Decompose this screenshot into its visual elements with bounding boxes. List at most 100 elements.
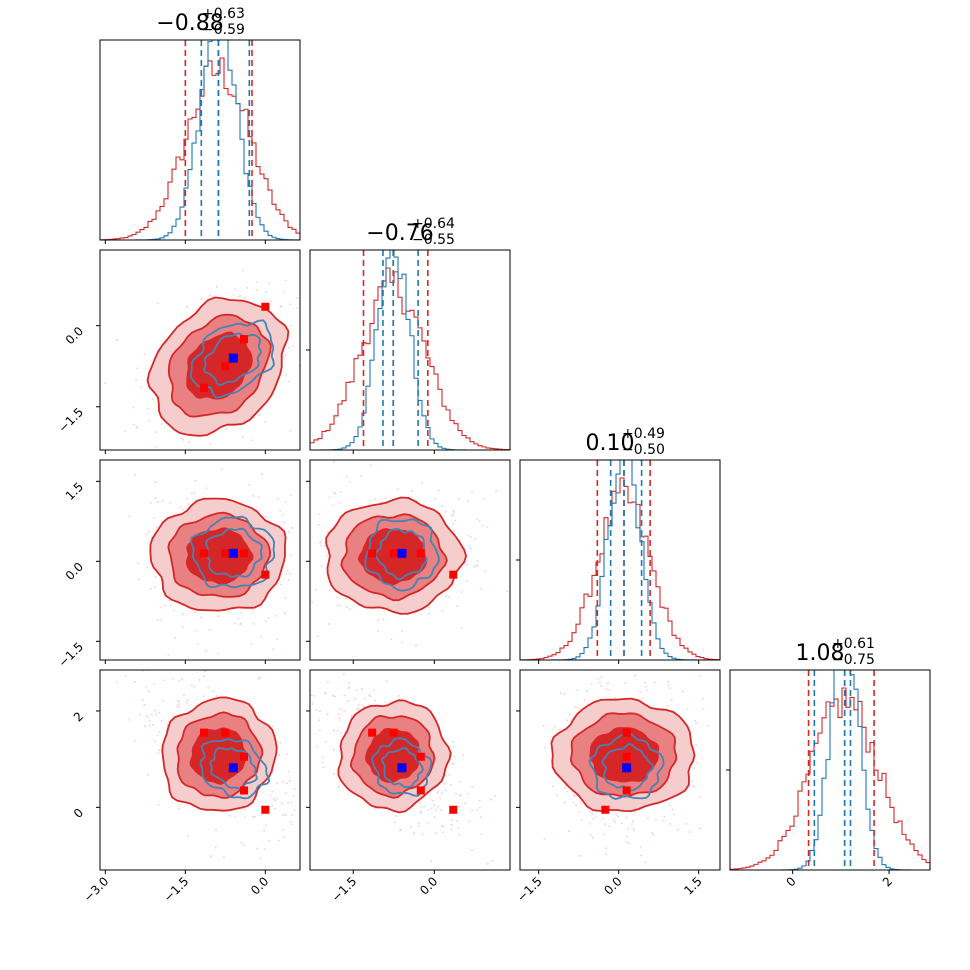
red-marker — [389, 549, 398, 558]
sample-point — [313, 695, 315, 697]
hist-panel-0 — [100, 40, 300, 240]
sample-point — [397, 488, 400, 490]
sample-point — [439, 809, 442, 811]
sample-point — [194, 492, 196, 495]
sample-point — [186, 701, 188, 704]
red-marker — [622, 752, 631, 761]
sample-point — [559, 692, 562, 694]
sample-point — [116, 339, 118, 341]
sample-point — [274, 614, 277, 617]
sample-point — [154, 709, 156, 712]
sample-point — [453, 510, 455, 513]
y-tick-label: 0.0 — [63, 324, 86, 347]
sample-point — [607, 682, 609, 684]
sample-point — [284, 814, 287, 817]
sample-point — [695, 722, 697, 725]
blue-marker — [397, 763, 407, 773]
sample-point — [506, 590, 509, 593]
sample-point — [568, 713, 571, 716]
sample-point — [466, 792, 469, 795]
sample-point — [180, 506, 182, 509]
y-tick-label: 1.5 — [63, 480, 86, 503]
sample-point — [147, 420, 150, 422]
sample-point — [393, 821, 396, 823]
sample-point — [146, 566, 148, 569]
sample-point — [612, 645, 614, 647]
panel-frame-0-0 — [99, 39, 301, 241]
red-marker — [261, 805, 270, 814]
sample-point — [314, 818, 316, 820]
red-marker — [416, 549, 425, 558]
sample-point — [136, 367, 138, 370]
sample-point — [319, 540, 322, 543]
sample-point — [360, 475, 362, 477]
sample-point — [456, 827, 459, 829]
sample-point — [289, 430, 292, 432]
sample-point — [348, 481, 351, 483]
sample-point — [339, 719, 341, 721]
histogram-b — [310, 250, 510, 450]
sample-point — [324, 740, 327, 743]
sample-point — [347, 700, 350, 702]
sample-point — [315, 709, 318, 711]
sample-point — [480, 833, 483, 835]
scatter-panel-2-0 — [128, 468, 293, 656]
sample-point — [430, 860, 432, 863]
sample-point — [436, 792, 439, 794]
sample-point — [478, 807, 481, 809]
sample-point — [332, 504, 334, 507]
sample-point — [377, 630, 379, 633]
sample-point — [205, 650, 208, 652]
sample-point — [311, 694, 313, 697]
sample-point — [644, 861, 647, 863]
sample-point — [267, 616, 270, 619]
sample-point — [572, 801, 575, 803]
sample-point — [160, 719, 163, 722]
sample-point — [274, 807, 276, 810]
sample-point — [321, 279, 323, 281]
sample-point — [627, 842, 630, 845]
sample-point — [439, 797, 441, 799]
sample-point — [186, 497, 188, 500]
blue-marker — [228, 353, 238, 363]
sample-point — [602, 817, 604, 820]
sample-point — [313, 768, 315, 770]
sample-point — [671, 808, 674, 811]
sample-point — [164, 604, 166, 606]
sample-point — [135, 645, 137, 647]
sample-point — [427, 808, 430, 811]
sample-point — [174, 636, 176, 639]
contour-b-level-1 — [189, 515, 276, 589]
sample-point — [662, 820, 665, 822]
sample-point — [631, 661, 633, 663]
title-plus-2: +0.49 — [622, 426, 665, 442]
sample-point — [285, 373, 287, 376]
sample-point — [590, 683, 593, 685]
sample-point — [337, 785, 340, 788]
sample-point — [653, 681, 656, 684]
contour-b-level-2 — [209, 746, 258, 790]
sample-point — [434, 498, 436, 500]
sample-point — [435, 808, 438, 811]
sample-point — [225, 451, 227, 453]
sample-point — [573, 795, 576, 797]
histogram-b — [520, 460, 720, 660]
sample-point — [212, 295, 214, 298]
sample-point — [357, 707, 360, 710]
sample-point — [702, 708, 705, 710]
sample-point — [460, 627, 463, 629]
panel-frame-3-0 — [99, 669, 301, 871]
sample-point — [450, 828, 453, 831]
sample-point — [343, 694, 346, 697]
sample-point — [482, 497, 485, 500]
sample-point — [250, 643, 253, 645]
sample-point — [702, 697, 704, 700]
sample-point — [442, 825, 444, 828]
sample-point — [336, 596, 339, 599]
sample-point — [154, 576, 157, 578]
sample-point — [255, 289, 258, 291]
sample-point — [698, 827, 701, 830]
sample-point — [319, 729, 321, 732]
sample-point — [565, 784, 567, 787]
sample-point — [289, 572, 291, 575]
